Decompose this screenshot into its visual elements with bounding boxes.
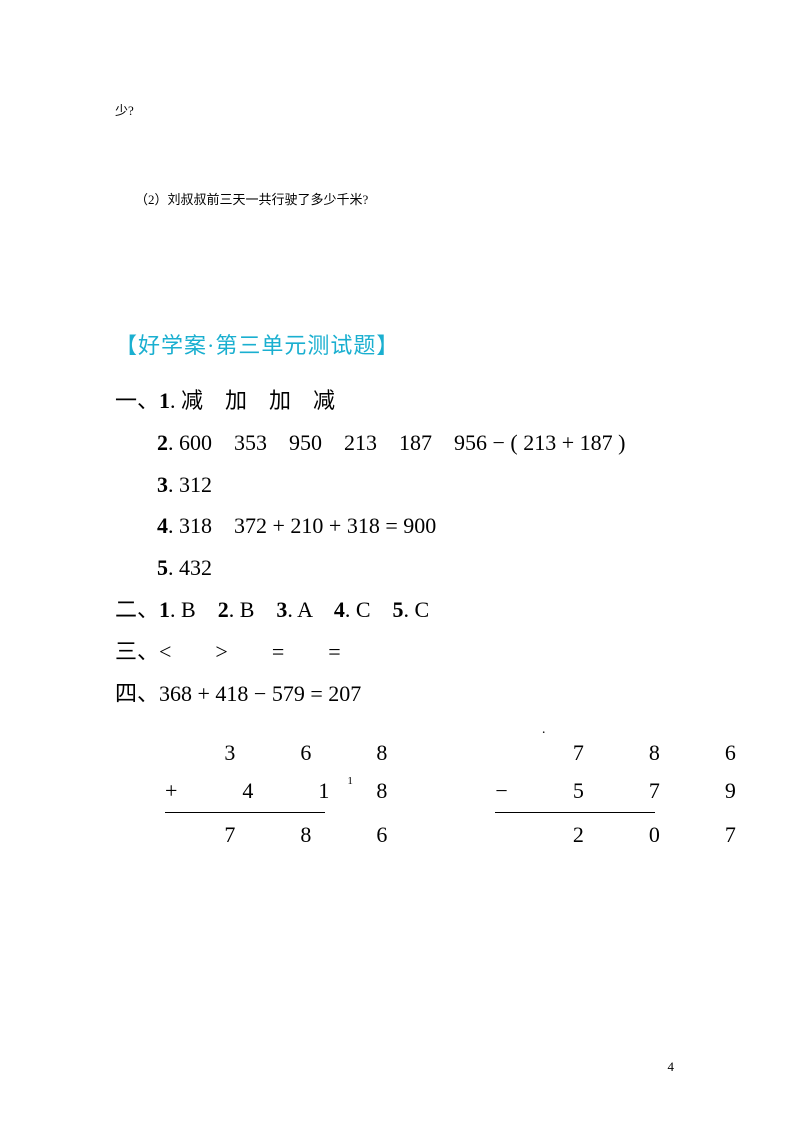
answer-item-3: 3. 312 bbox=[157, 464, 679, 506]
calc-subtraction: ·7 8 6 − 5 7 9 2 0 7 bbox=[495, 734, 753, 853]
calc-addition: 3 6 8 + 4 11 8 7 8 6 bbox=[165, 734, 405, 853]
top-fragment-text: 少? bbox=[115, 100, 679, 119]
calc2-line bbox=[495, 812, 655, 813]
item-5-text: 432 bbox=[179, 555, 212, 580]
answer-item-5: 5. 432 bbox=[157, 547, 679, 589]
calc2-result: 2 0 7 bbox=[495, 816, 753, 853]
section-two-leader: 二、 bbox=[115, 597, 159, 622]
item-5-label: 5 bbox=[157, 555, 168, 580]
item-1-label: 1 bbox=[159, 388, 170, 413]
answer-section-three: 三、< > = = bbox=[115, 631, 679, 673]
item-1-text: 减 加 加 减 bbox=[181, 388, 335, 413]
section-four-text: 368 + 418 − 579 = 207 bbox=[159, 681, 361, 706]
section-four-leader: 四、 bbox=[115, 681, 159, 706]
item-3-text: 312 bbox=[179, 472, 212, 497]
item-2-text: 600 353 950 213 187 956 − ( 213 + 187 ) bbox=[179, 430, 625, 455]
answer-item-2: 2. 600 353 950 213 187 956 − ( 213 + 187… bbox=[157, 422, 679, 464]
section-one-leader: 一、 bbox=[115, 388, 159, 413]
section-three-text: < > = = bbox=[159, 639, 341, 664]
answer-section-four: 四、368 + 418 − 579 = 207 bbox=[115, 673, 679, 715]
calc1-result: 7 8 6 bbox=[165, 816, 405, 853]
answer-section-one: 一、1. 减 加 加 减 bbox=[115, 380, 679, 422]
calc1-row1: 3 6 8 bbox=[165, 734, 405, 771]
calc1-row2: + 4 11 8 bbox=[165, 772, 405, 809]
item-4-label: 4 bbox=[157, 513, 168, 538]
answer-section-two: 二、1. B 2. B 3. A 4. C 5. C bbox=[115, 589, 679, 631]
answer-item-4: 4. 318 372 + 210 + 318 = 900 bbox=[157, 505, 679, 547]
item-4-text: 318 372 + 210 + 318 = 900 bbox=[179, 513, 436, 538]
calc2-row1: ·7 8 6 bbox=[495, 734, 753, 771]
calculation-area: 3 6 8 + 4 11 8 7 8 6 ·7 8 6 − 5 7 9 2 0 … bbox=[165, 734, 679, 853]
calc1-line bbox=[165, 812, 325, 813]
question-2-text: （2）刘叔叔前三天一共行驶了多少千米? bbox=[135, 189, 679, 208]
item-3-label: 3 bbox=[157, 472, 168, 497]
section-title: 【好学案·第三单元测试题】 bbox=[115, 328, 679, 360]
calc2-row2: − 5 7 9 bbox=[495, 772, 753, 809]
page-number: 4 bbox=[668, 1059, 675, 1075]
item-2-label: 2 bbox=[157, 430, 168, 455]
section-three-leader: 三、 bbox=[115, 639, 159, 664]
